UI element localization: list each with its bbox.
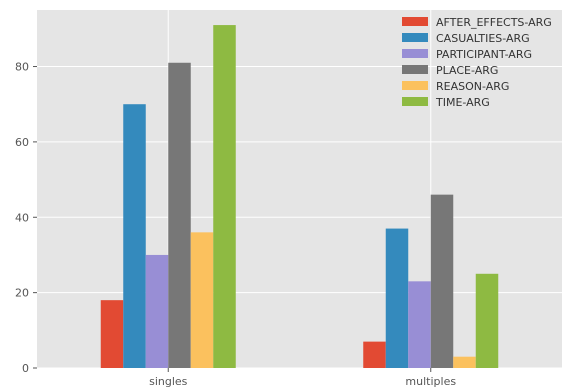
- legend-label-place-arg: PLACE-ARG: [436, 64, 498, 77]
- y-tick-label: 80: [15, 61, 29, 74]
- y-tick-label: 20: [15, 287, 29, 300]
- bar-singles-participant-arg: [145, 254, 169, 368]
- bar-singles-reason-arg: [190, 232, 214, 368]
- x-tick-label: multiples: [405, 375, 456, 387]
- bar-multiples-reason-arg: [453, 356, 476, 368]
- bar-singles-casualties-arg: [123, 104, 146, 369]
- bars: [100, 25, 499, 369]
- y-tick-label: 40: [15, 211, 29, 224]
- legend-label-after_effects-arg: AFTER_EFFECTS-ARG: [436, 16, 552, 29]
- bar-singles-time-arg: [213, 25, 236, 369]
- legend-swatch-after_effects-arg: [402, 17, 428, 26]
- legend-label-casualties-arg: CASUALTIES-ARG: [436, 32, 530, 45]
- y-tick-label: 60: [15, 136, 29, 149]
- legend-swatch-reason-arg: [402, 81, 428, 90]
- bar-multiples-participant-arg: [408, 281, 431, 368]
- bar-multiples-casualties-arg: [385, 228, 409, 368]
- x-axis: singles multiples: [149, 368, 456, 387]
- y-axis: 0 20 40 60 80: [15, 61, 37, 375]
- bar-multiples-time-arg: [475, 273, 499, 368]
- bar-singles-after_effects-arg: [100, 300, 124, 368]
- legend-swatch-casualties-arg: [402, 33, 428, 42]
- legend-label-participant-arg: PARTICIPANT-ARG: [436, 48, 532, 61]
- bar-multiples-place-arg: [430, 194, 454, 368]
- legend-swatch-place-arg: [402, 65, 428, 74]
- y-tick-label: 0: [22, 362, 29, 375]
- legend-label-reason-arg: REASON-ARG: [436, 80, 509, 93]
- x-tick-label: singles: [149, 375, 188, 387]
- legend-swatch-time-arg: [402, 97, 428, 106]
- legend: AFTER_EFFECTS-ARG CASUALTIES-ARG PARTICIPA…: [402, 16, 552, 109]
- bar-singles-place-arg: [168, 62, 191, 368]
- legend-label-time-arg: TIME-ARG: [435, 96, 490, 109]
- legend-swatch-participant-arg: [402, 49, 428, 58]
- bar-multiples-after_effects-arg: [363, 341, 386, 368]
